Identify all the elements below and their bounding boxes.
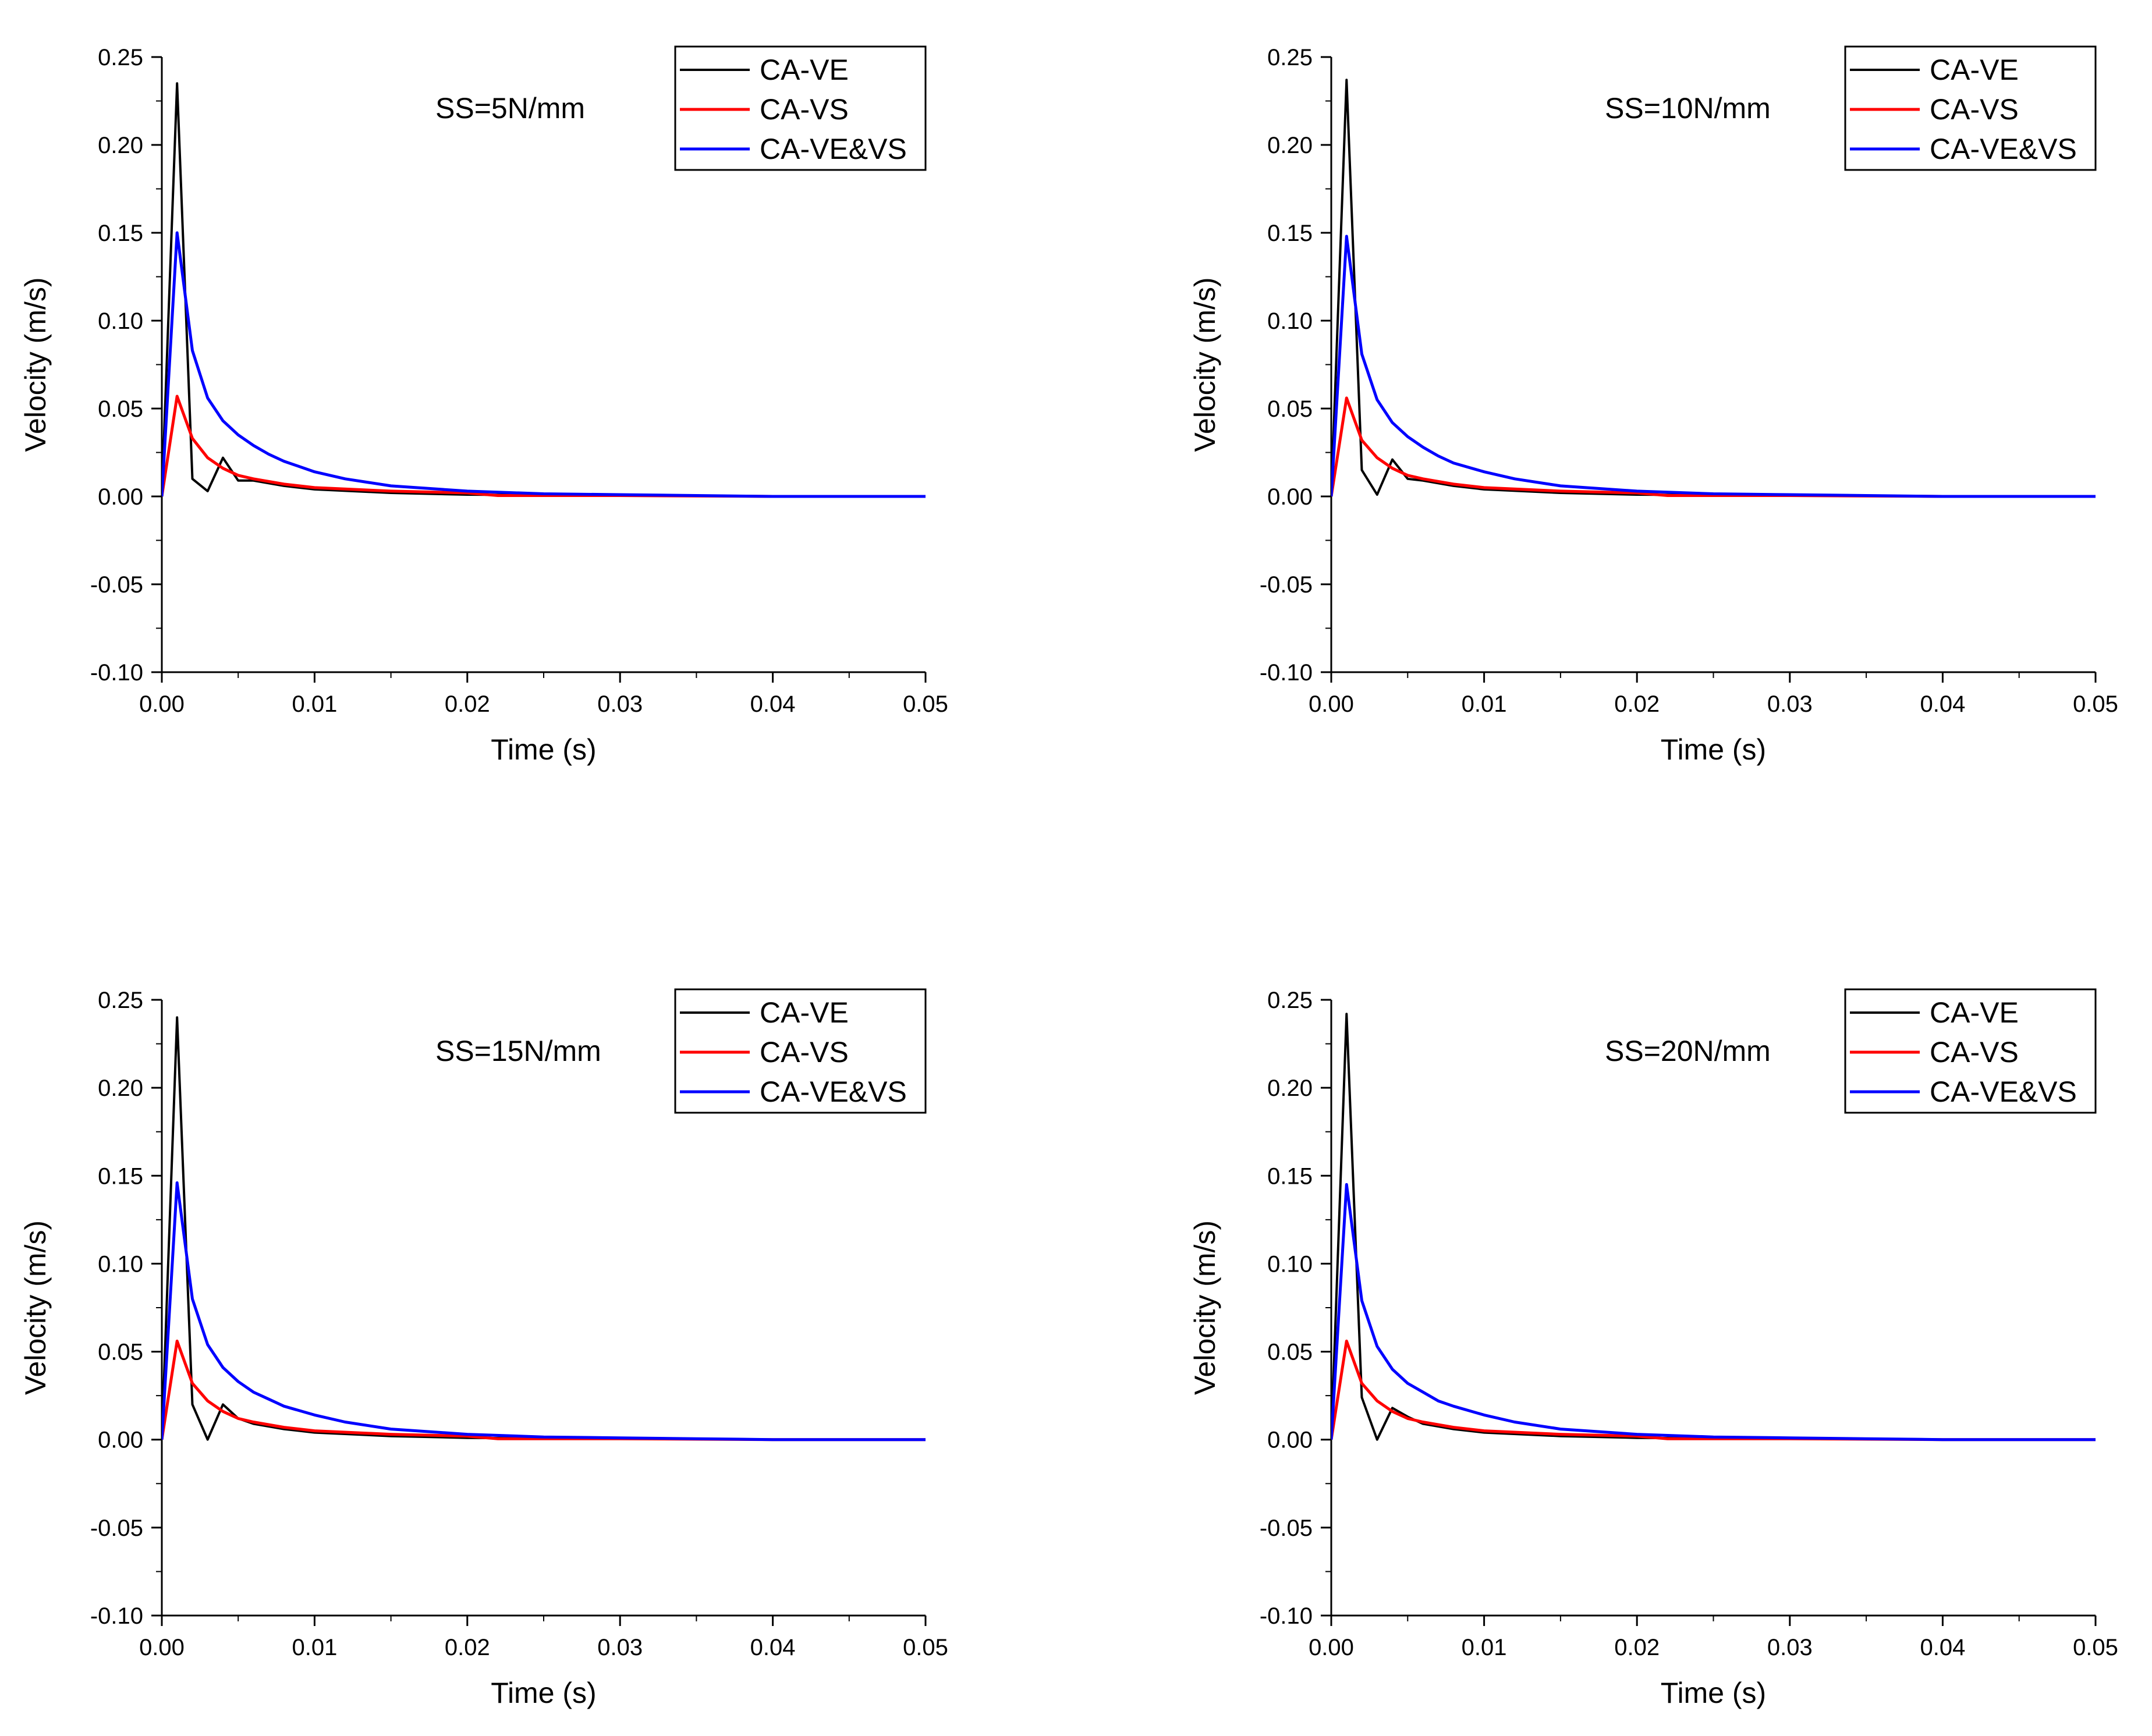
series-line-ca-ve-vs: [1331, 235, 2096, 498]
x-tick-label: 0.05: [2073, 1635, 2118, 1660]
x-axis-title: Time (s): [1661, 733, 1766, 766]
x-axis-title: Time (s): [1661, 1677, 1766, 1709]
y-tick-label: 0.15: [1267, 1163, 1313, 1189]
y-tick-label: -0.05: [1260, 1515, 1313, 1541]
x-tick-label: 0.01: [1462, 1635, 1507, 1660]
series-line-ca-ve-vs: [162, 231, 926, 498]
y-tick-label: 0.05: [1267, 396, 1313, 422]
y-tick-label: 0.20: [1267, 133, 1313, 158]
y-tick-label: -0.10: [90, 660, 143, 686]
series-line-ca-vs: [1331, 1339, 2096, 1442]
panel-annotation: SS=5N/mm: [435, 92, 585, 125]
y-axis-title: Velocity (m/s): [19, 277, 52, 452]
legend-label: CA-VS: [760, 93, 849, 126]
legend-label: CA-VS: [760, 1036, 849, 1068]
legend-label: CA-VE: [760, 54, 849, 86]
x-axis-title: Time (s): [491, 1677, 596, 1709]
x-tick-label: 0.04: [750, 691, 796, 717]
y-tick-label: 0.25: [98, 45, 143, 70]
legend-label: CA-VE&VS: [760, 1075, 907, 1108]
panel-annotation: SS=20N/mm: [1605, 1035, 1771, 1067]
series-line-ca-vs: [162, 395, 926, 498]
y-axis-title: Velocity (m/s): [19, 1220, 52, 1395]
x-tick-label: 0.02: [1614, 1635, 1660, 1660]
y-tick-label: 0.05: [98, 1340, 143, 1365]
series-line-ca-ve-vs: [1331, 1183, 2096, 1442]
y-tick-label: -0.10: [1260, 1603, 1313, 1629]
x-tick-label: 0.04: [750, 1635, 796, 1660]
legend-label: CA-VE&VS: [1930, 133, 2077, 165]
y-tick-label: 0.15: [1267, 221, 1313, 246]
y-tick-label: 0.15: [98, 1163, 143, 1189]
y-tick-label: 0.25: [1267, 988, 1313, 1013]
y-axis-title: Velocity (m/s): [1189, 277, 1221, 452]
x-tick-label: 0.02: [445, 1635, 490, 1660]
series-line-ca-vs: [162, 1339, 926, 1442]
x-tick-label: 0.03: [1767, 691, 1813, 717]
y-tick-label: -0.05: [90, 1515, 143, 1541]
x-tick-label: 0.00: [1309, 1635, 1354, 1660]
y-tick-label: 0.20: [1267, 1075, 1313, 1101]
y-tick-label: 0.20: [98, 1075, 143, 1101]
legend-label: CA-VS: [1930, 1036, 2019, 1068]
x-tick-label: 0.00: [1309, 691, 1354, 717]
legend-label: CA-VS: [1930, 93, 2019, 126]
y-tick-label: -0.05: [90, 572, 143, 598]
x-tick-label: 0.03: [597, 1635, 643, 1660]
x-tick-label: 0.03: [597, 691, 643, 717]
y-tick-label: 0.00: [1267, 1428, 1313, 1453]
legend-label: CA-VE&VS: [760, 133, 907, 165]
x-tick-label: 0.01: [1462, 691, 1507, 717]
panel-annotation: SS=15N/mm: [435, 1035, 601, 1067]
x-tick-label: 0.04: [1920, 1635, 1965, 1660]
x-tick-label: 0.04: [1920, 691, 1965, 717]
y-axis-title: Velocity (m/s): [1189, 1220, 1221, 1395]
chart-panel-2: 0.25 0.20 0.15 0.10 0.05 0.00 -0.05 -0.10 0.00 0.…: [1189, 45, 2118, 766]
y-tick-label: -0.10: [1260, 660, 1313, 686]
x-tick-label: 0.05: [903, 691, 948, 717]
x-tick-label: 0.02: [445, 691, 490, 717]
x-tick-label: 0.01: [292, 1635, 337, 1660]
y-tick-label: 0.10: [1267, 308, 1313, 334]
y-tick-label: 0.25: [98, 988, 143, 1013]
x-axis-title: Time (s): [491, 733, 596, 766]
panel-annotation: SS=10N/mm: [1605, 92, 1771, 125]
series-line-ca-vs: [1331, 396, 2096, 498]
y-tick-label: 0.00: [1267, 484, 1313, 510]
x-tick-label: 0.05: [2073, 691, 2118, 717]
y-tick-label: -0.05: [1260, 572, 1313, 598]
legend-label: CA-VE: [760, 996, 849, 1029]
y-tick-label: 0.05: [1267, 1340, 1313, 1365]
y-tick-label: 0.10: [98, 1251, 143, 1277]
legend-label: CA-VE: [1930, 996, 2019, 1029]
y-tick-label: 0.15: [98, 221, 143, 246]
y-tick-label: -0.10: [90, 1603, 143, 1629]
chart-panel-3: 0.25 0.20 0.15 0.10 0.05 0.00 -0.05 -0.10 0.00 0.…: [19, 988, 948, 1709]
x-tick-label: 0.05: [903, 1635, 948, 1660]
x-tick-label: 0.00: [139, 691, 185, 717]
legend-label: CA-VE: [1930, 54, 2019, 86]
x-tick-label: 0.03: [1767, 1635, 1813, 1660]
y-tick-label: 0.10: [98, 308, 143, 334]
x-tick-label: 0.00: [139, 1635, 185, 1660]
legend-label: CA-VE&VS: [1930, 1075, 2077, 1108]
y-tick-label: 0.20: [98, 133, 143, 158]
y-tick-label: 0.10: [1267, 1251, 1313, 1277]
series-line-ca-ve-vs: [162, 1181, 926, 1442]
y-tick-label: 0.00: [98, 484, 143, 510]
chart-panel-4: 0.25 0.20 0.15 0.10 0.05 0.00 -0.05 -0.10 0.00 0.…: [1189, 988, 2118, 1709]
chart-panel-1: 0.25 0.20 0.15 0.10 0.05 0.00 -0.05 -0.10 0.00 0.…: [19, 45, 948, 766]
y-tick-label: 0.05: [98, 396, 143, 422]
x-tick-label: 0.02: [1614, 691, 1660, 717]
x-tick-label: 0.01: [292, 691, 337, 717]
y-tick-label: 0.00: [98, 1428, 143, 1453]
y-tick-label: 0.25: [1267, 45, 1313, 70]
